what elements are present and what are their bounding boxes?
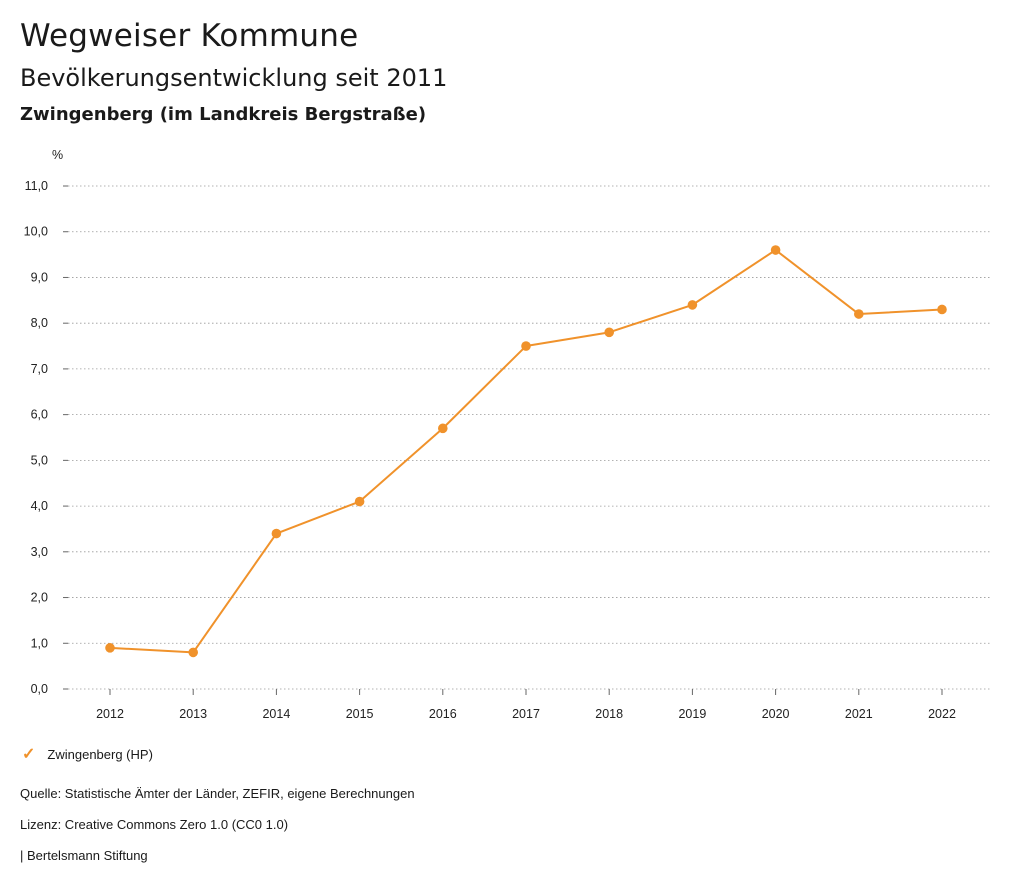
region-label: Zwingenberg (im Landkreis Bergstraße) xyxy=(20,104,427,125)
y-tick-label: 5,0 xyxy=(31,453,48,467)
x-tick-label: 2020 xyxy=(762,707,790,721)
data-point xyxy=(937,304,947,315)
x-tick-label: 2012 xyxy=(96,707,124,721)
x-tick-label: 2021 xyxy=(845,707,873,721)
y-tick-label: 6,0 xyxy=(31,408,48,422)
data-point xyxy=(854,309,864,319)
license-note: Lizenz: Creative Commons Zero 1.0 (CC0 1… xyxy=(20,817,289,832)
publisher-note: | Bertelsmann Stiftung xyxy=(20,848,148,863)
check-icon[interactable]: ✓ xyxy=(22,746,36,763)
x-tick-label: 2019 xyxy=(678,707,706,721)
y-tick-label: 8,0 xyxy=(31,316,48,330)
y-tick-label: 3,0 xyxy=(31,545,48,559)
data-point xyxy=(521,341,531,351)
data-point xyxy=(105,643,115,653)
x-tick-label: 2014 xyxy=(262,707,290,721)
y-tick-label: 7,0 xyxy=(31,362,48,376)
x-tick-label: 2016 xyxy=(429,707,457,721)
legend[interactable]: ✓ Zwingenberg (HP) xyxy=(22,744,153,764)
y-tick-label: 0,0 xyxy=(31,682,48,696)
y-tick-label: 10,0 xyxy=(24,225,48,239)
y-tick-label: 4,0 xyxy=(31,499,48,513)
data-point xyxy=(687,300,698,310)
data-point xyxy=(438,423,448,434)
series-line xyxy=(109,249,943,654)
data-point xyxy=(271,528,282,539)
chart-subtitle: Bevölkerungsentwicklung seit 2011 xyxy=(20,64,448,92)
data-point xyxy=(604,327,614,338)
x-tick-label: 2022 xyxy=(928,707,956,721)
x-tick-label: 2018 xyxy=(595,707,623,721)
y-tick-label: 9,0 xyxy=(31,270,48,284)
x-tick-label: 2015 xyxy=(346,707,374,721)
data-point xyxy=(188,647,198,658)
page-title: Wegweiser Kommune xyxy=(20,18,359,54)
source-note: Quelle: Statistische Ämter der Länder, Z… xyxy=(20,786,415,801)
data-point xyxy=(770,245,781,255)
x-tick-label: 2017 xyxy=(512,707,540,721)
line-chart: % 0,0 1,0 2,0 3,0 4,0 5,0 6,0 7,0 8,0 9,0 10,0 11,0 2… xyxy=(24,148,990,721)
x-tick-label: 2013 xyxy=(179,707,207,721)
y-tick-label: 11,0 xyxy=(25,179,48,193)
y-tick-label: 2,0 xyxy=(31,591,48,605)
y-axis-unit-label: % xyxy=(52,148,63,162)
legend-label: Zwingenberg (HP) xyxy=(47,746,153,762)
y-tick-label: 1,0 xyxy=(31,636,48,650)
data-point xyxy=(354,496,365,507)
